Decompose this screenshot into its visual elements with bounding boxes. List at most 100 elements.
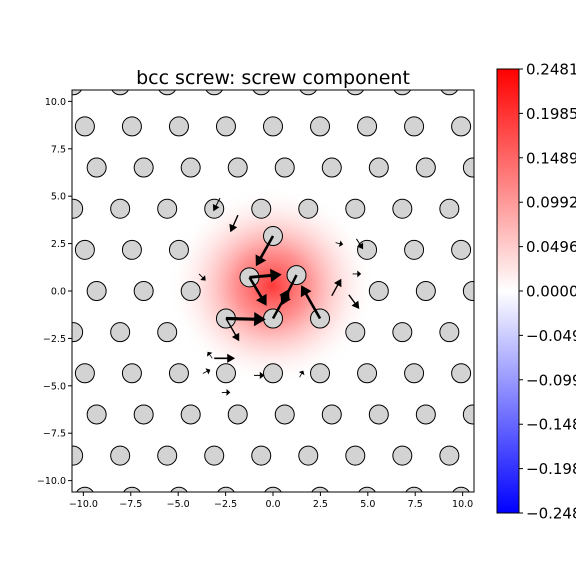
displacement-arrow bbox=[348, 294, 360, 309]
atom bbox=[40, 158, 59, 177]
displacement-arrow bbox=[298, 370, 305, 378]
atom bbox=[310, 363, 331, 384]
atom bbox=[28, 364, 47, 383]
displacement-arrow bbox=[300, 285, 322, 320]
displacement-arrow bbox=[271, 289, 290, 320]
atom bbox=[368, 157, 389, 178]
atom bbox=[415, 281, 436, 301]
colorbar-tick-label: 0.1489 bbox=[526, 149, 576, 167]
x-tick-label: 10.0 bbox=[452, 499, 473, 510]
atom bbox=[392, 322, 413, 343]
atom bbox=[168, 363, 189, 384]
atom bbox=[393, 90, 412, 96]
atom bbox=[263, 363, 283, 384]
atom bbox=[392, 198, 413, 219]
displacement-arrow bbox=[356, 238, 364, 250]
atom bbox=[215, 363, 236, 384]
atom bbox=[168, 116, 189, 137]
atom bbox=[345, 322, 366, 343]
colorbar-tick-label: −0.099 bbox=[526, 371, 576, 389]
displacement-arrow bbox=[335, 240, 344, 247]
atom bbox=[180, 157, 201, 178]
atom bbox=[405, 486, 423, 492]
atom bbox=[392, 445, 413, 466]
atom bbox=[451, 116, 472, 137]
colorbar-tick-label: 0.0000 bbox=[526, 283, 576, 301]
x-tick-label: 7.5 bbox=[408, 499, 423, 510]
y-tick-label: −10.0 bbox=[37, 476, 66, 487]
plot-area: −10.0 −7.5 −5.0 −2.5 0.0 2.5 5.0 7.5 10.0 −10.0−… bbox=[0, 76, 475, 510]
colorbar-tick-label: 0.1985 bbox=[526, 105, 576, 123]
atom bbox=[17, 76, 36, 95]
displacement-arrow bbox=[212, 197, 221, 212]
atom bbox=[404, 239, 425, 260]
atom bbox=[121, 363, 142, 384]
x-axis: −10.0 −7.5 −5.0 −2.5 0.0 2.5 5.0 7.5 10.0 bbox=[69, 492, 473, 510]
atom bbox=[110, 198, 131, 219]
atom bbox=[299, 90, 318, 96]
atom bbox=[133, 281, 154, 301]
x-tick-label: −7.5 bbox=[119, 499, 142, 510]
atom bbox=[439, 445, 460, 466]
displacement-arrow bbox=[331, 278, 342, 297]
atom bbox=[72, 445, 84, 466]
atom bbox=[357, 116, 378, 137]
colorbar-tick-label: −0.198 bbox=[526, 460, 576, 478]
x-tick-label: −10.0 bbox=[69, 499, 98, 510]
atoms-layer bbox=[0, 76, 474, 492]
x-tick-label: 5.0 bbox=[360, 499, 375, 510]
colorbar-tick-label: −0.248 bbox=[526, 505, 576, 523]
atom bbox=[133, 404, 154, 425]
atom bbox=[111, 90, 129, 96]
displacement-arrow bbox=[229, 214, 239, 233]
atom bbox=[168, 239, 189, 260]
atom bbox=[346, 90, 365, 96]
colorbar-gradient-bar bbox=[496, 68, 520, 514]
atom bbox=[0, 158, 12, 177]
atom bbox=[357, 239, 378, 260]
atom bbox=[274, 404, 295, 425]
y-tick-label: −5.0 bbox=[43, 381, 66, 392]
y-tick-label: 5.0 bbox=[51, 192, 66, 203]
atom bbox=[17, 446, 36, 465]
colorbar: 0.2481 0.1985 0.1489 0.0992 0.0496 0.0000 −0.0… bbox=[496, 61, 576, 523]
displacement-arrow bbox=[198, 273, 206, 281]
x-tick-label: 2.5 bbox=[313, 499, 328, 510]
atom bbox=[298, 198, 319, 219]
atom bbox=[123, 486, 141, 492]
atom bbox=[227, 404, 248, 425]
colorbar-tick-label: 0.2481 bbox=[526, 61, 576, 79]
displacement-arrow bbox=[249, 268, 282, 283]
y-tick-label: 0.0 bbox=[51, 287, 66, 298]
atom bbox=[215, 116, 236, 137]
y-tick-label: −2.5 bbox=[43, 334, 66, 345]
y-axis: −10.0 −7.5 −5.0 −2.5 0.0 2.5 5.0 7.5 10.0 bbox=[37, 97, 72, 487]
atom bbox=[439, 322, 460, 343]
displacement-arrow bbox=[202, 368, 211, 375]
atom bbox=[74, 239, 95, 260]
atom bbox=[462, 281, 474, 301]
atom bbox=[72, 198, 84, 219]
displacement-arrow bbox=[225, 312, 266, 327]
atom bbox=[264, 486, 282, 492]
atom bbox=[74, 116, 95, 137]
atom bbox=[358, 486, 376, 492]
atom bbox=[452, 486, 470, 492]
atom bbox=[17, 199, 36, 218]
atom bbox=[121, 116, 142, 137]
atom bbox=[345, 445, 366, 466]
atom bbox=[404, 116, 425, 137]
displacement-arrow bbox=[254, 371, 265, 379]
atom bbox=[74, 363, 95, 384]
y-tick-label: 10.0 bbox=[45, 97, 66, 108]
atom bbox=[121, 239, 142, 260]
atom bbox=[86, 281, 107, 301]
atom bbox=[227, 157, 248, 178]
atom bbox=[462, 404, 474, 425]
atom bbox=[357, 363, 378, 384]
atom bbox=[157, 445, 178, 466]
atom bbox=[157, 198, 178, 219]
atom bbox=[321, 404, 342, 425]
atom bbox=[451, 239, 472, 260]
